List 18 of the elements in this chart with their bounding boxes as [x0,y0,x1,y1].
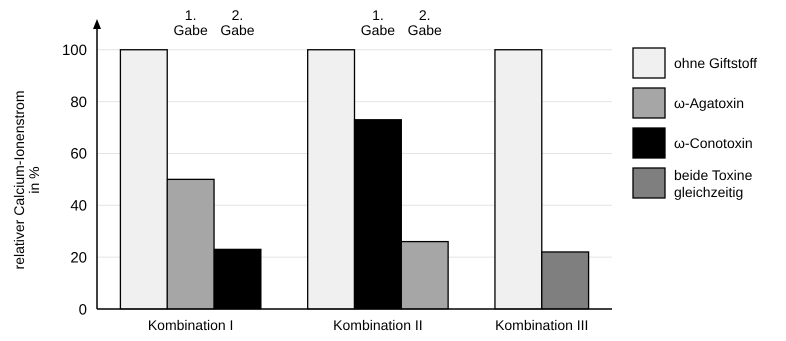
y-tick-label: 100 [62,42,87,59]
legend-label: ω-Agatoxin [674,94,744,111]
x-tick-label: Kombination I [148,317,234,333]
y-tick-label: 40 [70,198,87,215]
x-tick-label: Kombination III [495,317,588,333]
y-tick-label: 0 [78,301,87,318]
annotation: 2. Gabe [220,7,255,38]
annotation: 1. Gabe [360,7,396,38]
y-tick-label: 60 [70,146,87,163]
legend-label: beide Toxine gleichzeitig [674,166,753,200]
legend-label: ohne Giftstoff [674,54,758,71]
annotation: 1. Gabe [174,7,208,38]
y-axis-title: relativer Calcium-Ionenstrom in % [11,90,42,270]
y-tick-label: 80 [70,94,87,111]
x-tick-label: Kombination II [333,317,423,333]
legend-label: ω-Conotoxin [674,134,753,151]
annotation: 2. Gabe [408,7,442,38]
y-tick-label: 20 [70,249,87,266]
